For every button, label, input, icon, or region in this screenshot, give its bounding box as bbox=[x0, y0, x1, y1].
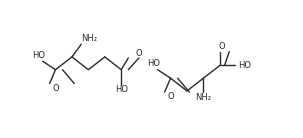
Text: NH₂: NH₂ bbox=[195, 93, 211, 102]
Text: O: O bbox=[135, 49, 142, 58]
Text: HO: HO bbox=[148, 59, 161, 68]
Text: HO: HO bbox=[32, 51, 45, 60]
Text: NH₂: NH₂ bbox=[82, 34, 98, 43]
Text: O: O bbox=[52, 84, 59, 93]
Text: O: O bbox=[167, 92, 174, 101]
Text: HO: HO bbox=[115, 85, 128, 94]
Text: HO: HO bbox=[238, 61, 251, 70]
Text: O: O bbox=[219, 42, 225, 51]
